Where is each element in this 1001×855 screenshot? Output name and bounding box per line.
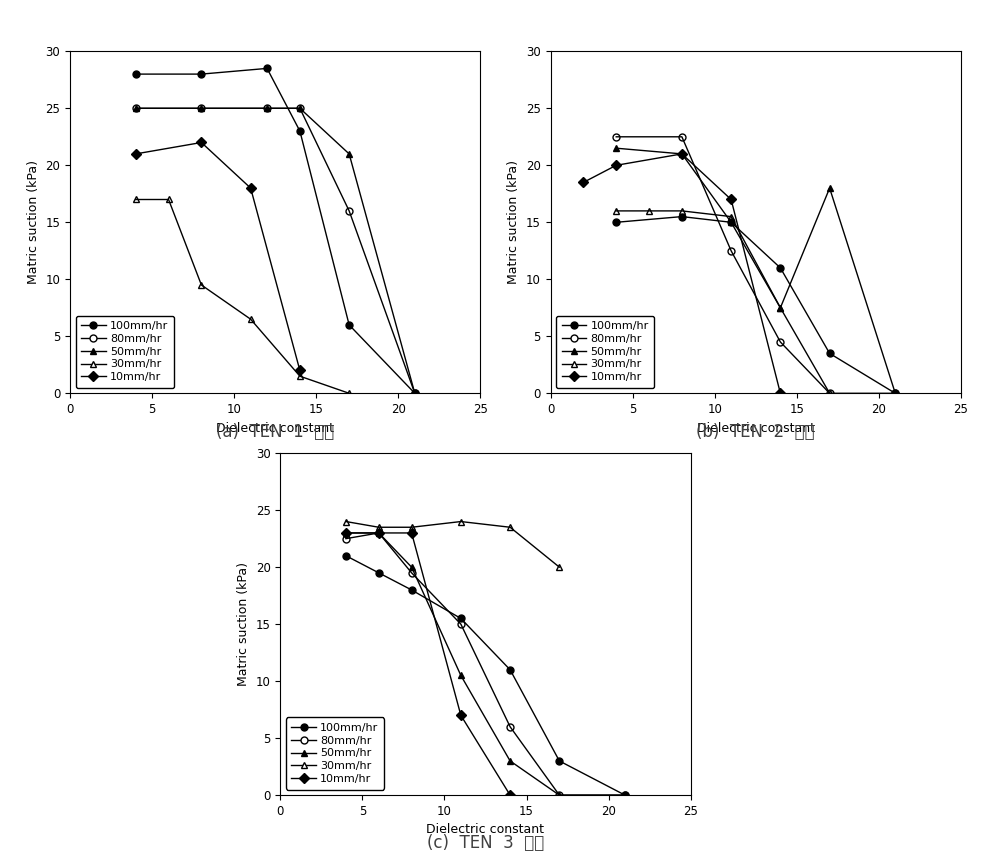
Y-axis label: Matric suction (kPa): Matric suction (kPa): [27, 160, 40, 285]
Legend: 100mm/hr, 80mm/hr, 50mm/hr, 30mm/hr, 10mm/hr: 100mm/hr, 80mm/hr, 50mm/hr, 30mm/hr, 10m…: [286, 717, 384, 790]
X-axis label: Dielectric constant: Dielectric constant: [426, 823, 545, 836]
Y-axis label: Matric suction (kPa): Matric suction (kPa): [508, 160, 521, 285]
Legend: 100mm/hr, 80mm/hr, 50mm/hr, 30mm/hr, 10mm/hr: 100mm/hr, 80mm/hr, 50mm/hr, 30mm/hr, 10m…: [557, 315, 655, 388]
X-axis label: Dielectric constant: Dielectric constant: [697, 422, 815, 434]
Text: (a)  TEN  1  위치: (a) TEN 1 위치: [216, 423, 334, 441]
Text: (b)  TEN  2  위치: (b) TEN 2 위치: [697, 423, 815, 441]
Legend: 100mm/hr, 80mm/hr, 50mm/hr, 30mm/hr, 10mm/hr: 100mm/hr, 80mm/hr, 50mm/hr, 30mm/hr, 10m…: [76, 315, 174, 388]
X-axis label: Dielectric constant: Dielectric constant: [216, 422, 334, 434]
Y-axis label: Matric suction (kPa): Matric suction (kPa): [237, 562, 250, 687]
Text: (c)  TEN  3  위치: (c) TEN 3 위치: [426, 834, 545, 852]
